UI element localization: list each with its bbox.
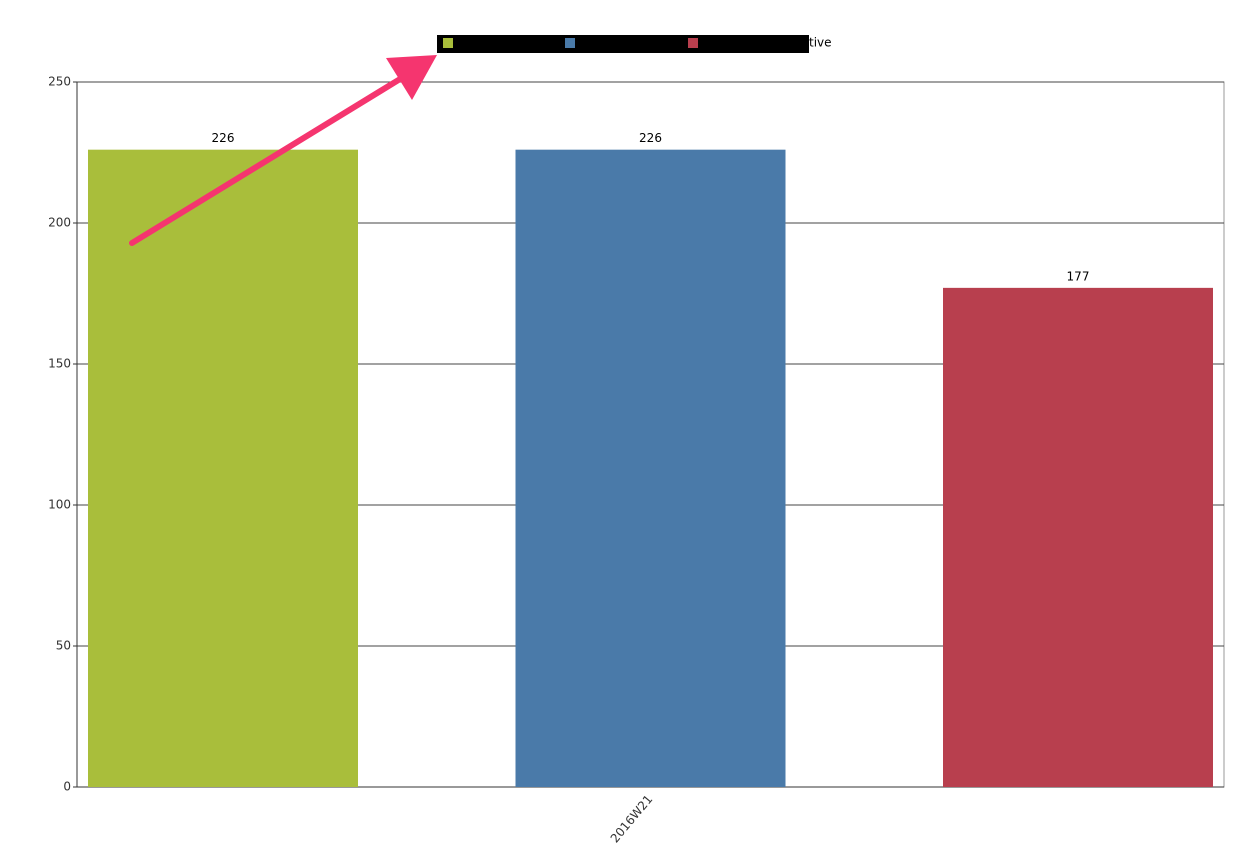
y-tick-label: 0 (63, 780, 71, 794)
plot: 0 50 100 150 200 250 2016W21 226 226 177 (48, 75, 1225, 845)
legend-redaction (437, 35, 809, 53)
annotation-arrow (129, 55, 437, 246)
y-tick-label: 50 (56, 639, 71, 653)
y-tick-label: 250 (48, 75, 71, 89)
bar (943, 287, 1213, 787)
bar (515, 149, 786, 787)
value-label: 177 (1067, 269, 1090, 283)
value-label: 226 (639, 131, 662, 145)
bar (88, 149, 358, 787)
value-label: 226 (212, 131, 235, 145)
legend-swatch (688, 38, 698, 48)
x-tick-label: 2016W21 (608, 792, 656, 845)
y-tick-label: 150 (48, 357, 71, 371)
y-tick-label: 100 (48, 498, 71, 512)
legend-swatch (443, 38, 453, 48)
legend-label: tive (809, 36, 832, 50)
y-tick-label: 200 (48, 216, 71, 230)
legend-swatch (565, 38, 575, 48)
